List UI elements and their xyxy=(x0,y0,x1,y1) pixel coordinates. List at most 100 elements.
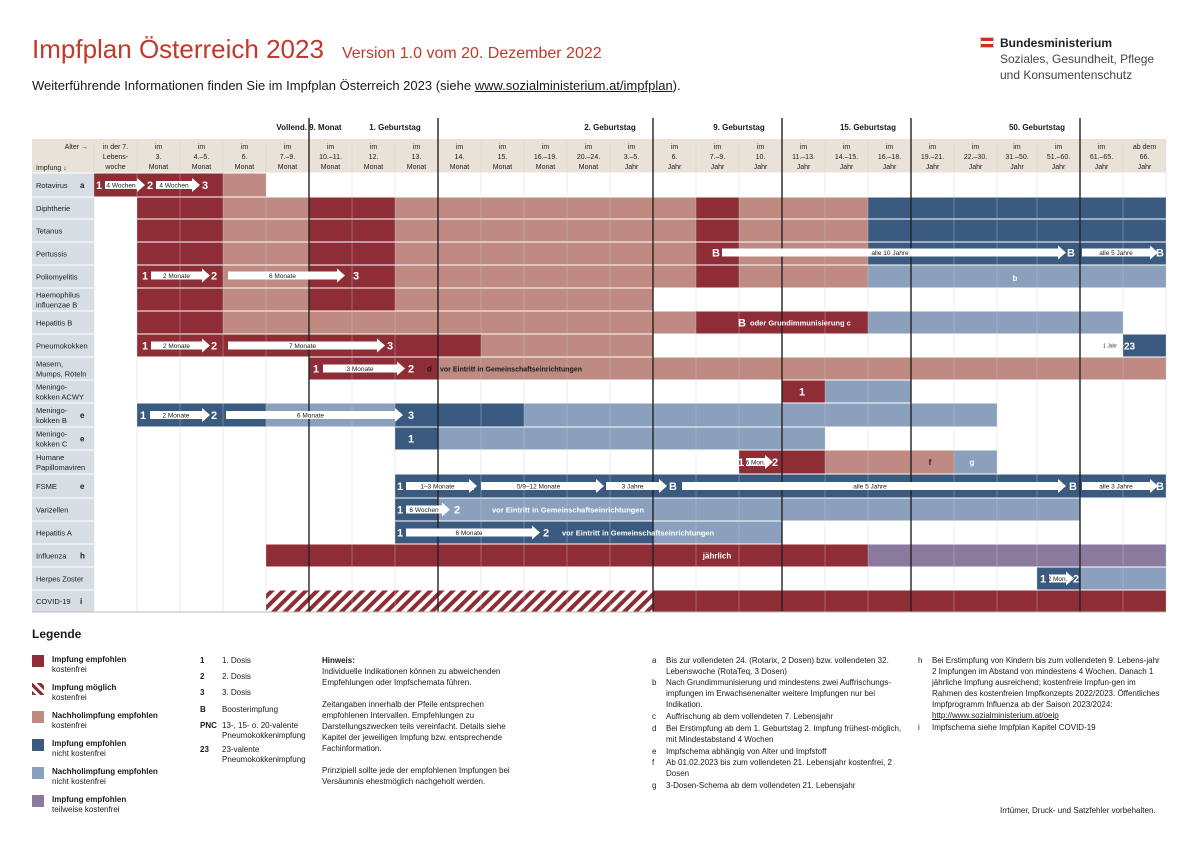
column-header: 16.–18. xyxy=(878,154,901,161)
austria-flag-icon xyxy=(980,37,994,48)
dose-marker: 3 xyxy=(387,341,393,353)
schedule-bar xyxy=(868,265,1166,288)
dose-marker: B xyxy=(1067,248,1075,260)
dose-marker: 2 xyxy=(772,457,778,469)
header-background xyxy=(32,139,1166,173)
influenza-text: jährlich xyxy=(702,552,732,561)
footnote: h Bei Erstimpfung von Kindern bis zum vol… xyxy=(918,656,1160,720)
interval-arrow xyxy=(105,178,145,192)
row-label-bg xyxy=(32,567,94,590)
column-header: Jahr xyxy=(969,164,983,171)
impfplan-link[interactable]: www.sozialministerium.at/impfplan xyxy=(474,78,673,93)
schedule-bar xyxy=(395,403,524,427)
schedule-bar xyxy=(395,427,438,450)
row-label: Influenza xyxy=(36,552,67,561)
column-header: im xyxy=(800,144,808,151)
row-label: Pertussis xyxy=(36,250,67,259)
legend-swatch xyxy=(32,739,44,751)
column-header: 16.–19. xyxy=(534,154,557,161)
column-header: 12. xyxy=(369,154,379,161)
legend-swatch xyxy=(32,711,44,723)
dose-marker: 1 xyxy=(738,457,744,469)
arrow-label: 2 Mon. xyxy=(1048,576,1068,583)
note-b: b xyxy=(1013,274,1018,283)
interval-arrow xyxy=(1082,479,1158,493)
arrow-label: 6 Monate xyxy=(455,530,482,537)
dose-marker: B xyxy=(1069,481,1077,493)
interval-arrow xyxy=(406,502,450,517)
column-header: im xyxy=(327,144,335,151)
dose-marker: 3 xyxy=(593,481,599,493)
row-label: kokken ACWY xyxy=(36,393,84,402)
column-header: Jahr xyxy=(1052,164,1066,171)
interval-arrow xyxy=(151,268,210,283)
milestone-label: 2. Geburtstag xyxy=(584,123,636,132)
column-header: im xyxy=(1055,144,1063,151)
row-label-bg xyxy=(32,288,94,311)
interval-arrow xyxy=(481,479,604,493)
column-header: im xyxy=(284,144,292,151)
legend-item: Impfung empfohlen nicht kostenfrei xyxy=(32,739,126,759)
schedule-bar xyxy=(438,498,1080,521)
column-header: 10. xyxy=(756,154,766,161)
column-header: Monat xyxy=(278,164,298,171)
schedule-bar xyxy=(782,380,825,403)
column-header: 6. xyxy=(242,154,248,161)
version-label: Version 1.0 vom 20. Dezember 2022 xyxy=(341,45,602,62)
interval-arrow xyxy=(226,408,403,422)
row-label: Mumps, Röteln xyxy=(36,370,86,379)
column-header: 13. xyxy=(412,154,422,161)
dose-marker: 2 xyxy=(454,505,460,517)
row-label: Meningo- xyxy=(36,406,68,415)
schedule-bar xyxy=(653,521,782,544)
dose-marker: 3 xyxy=(353,271,359,283)
column-header: 7.–9. xyxy=(710,154,726,161)
abbreviation-item: PNC 13-, 15- o. 20-valente Pneumokokkenimp… xyxy=(200,721,306,740)
hint-box: Hinweis: Individuelle Indikationen können… xyxy=(322,656,510,786)
row-label-bg xyxy=(32,474,94,498)
row-label: Poliomyelitis xyxy=(36,273,78,282)
column-header: im xyxy=(671,144,679,151)
schedule-bar xyxy=(524,403,997,427)
dose-marker: B xyxy=(712,248,720,260)
corner-age: Alter → xyxy=(65,144,88,151)
dose-marker: B xyxy=(738,318,746,330)
arrow-label: 3 Jahre xyxy=(622,484,644,491)
row-label-bg xyxy=(32,590,94,612)
row-label: Hepatitis B xyxy=(36,319,72,328)
row-label-bg xyxy=(32,242,94,265)
column-header: 11.–13. xyxy=(792,154,815,161)
arrow-label: alle 5 Jahre xyxy=(1099,250,1133,257)
dose-marker: 1 xyxy=(1040,574,1046,586)
row-label: Meningo- xyxy=(36,430,68,439)
arrow-label: alle 5 Jahre xyxy=(853,484,887,491)
footnote: d Bei Erstimpfung ab dem 1. Geburtstag 2.… xyxy=(652,724,902,744)
footnote: e Impfschema abhängig von Alter und Impfs… xyxy=(652,747,827,756)
row-label-bg xyxy=(32,403,94,427)
schedule-bar xyxy=(868,311,1123,334)
dose-marker: 1 xyxy=(397,481,403,493)
column-header: Jahr xyxy=(926,164,940,171)
legend-item: Nachholimpfung empfohlen nicht kostenfrei xyxy=(32,767,158,787)
dose-marker: 2 xyxy=(147,180,153,192)
column-header: im xyxy=(886,144,894,151)
row-label-bg xyxy=(32,311,94,334)
interval-arrow xyxy=(606,479,667,493)
milestone-label: 1. Geburtstag xyxy=(369,123,421,132)
schedule-bar xyxy=(438,427,825,450)
row-label-bg xyxy=(32,450,94,474)
legend-item: Impfung möglich kostenfrei xyxy=(32,683,116,703)
row-label: Papillomaviren xyxy=(36,463,85,472)
row-note: a xyxy=(80,181,85,190)
arrow-label: 4 Wochen xyxy=(106,183,136,190)
row-label: Varizellen xyxy=(36,506,68,515)
footnote: i Impfschema siehe Impfplan Kapitel COVID… xyxy=(918,723,1096,732)
arrow-label: 6 Mon. xyxy=(746,460,766,467)
schedule-bar xyxy=(868,544,1166,567)
row-label: Diphtherie xyxy=(36,204,70,213)
oeip-link[interactable]: http://www.sozialministerium.at/oeip xyxy=(932,711,1059,720)
covid-hatched-bar xyxy=(266,590,653,612)
dose-marker: 1 xyxy=(397,528,403,540)
column-header: Monat xyxy=(536,164,556,171)
